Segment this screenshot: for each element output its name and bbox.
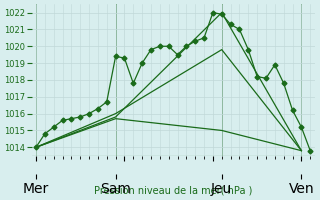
X-axis label: Pression niveau de la mer( hPa ): Pression niveau de la mer( hPa ) xyxy=(94,186,252,196)
